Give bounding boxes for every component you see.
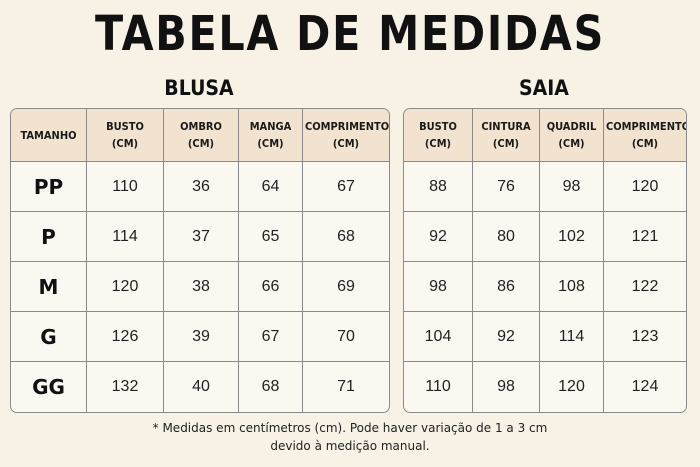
table-cell: 108 bbox=[540, 262, 604, 312]
table-row: GG 132 40 68 71 bbox=[11, 362, 389, 412]
table-cell: 68 bbox=[303, 212, 389, 262]
table-row: 98 86 108 122 bbox=[404, 262, 686, 312]
column-header-label: COMPRIMENTO bbox=[305, 120, 390, 133]
table-row: M 120 38 66 69 bbox=[11, 262, 389, 312]
table-cell: 65 bbox=[239, 212, 303, 262]
table-cell: 80 bbox=[473, 212, 540, 262]
column-header-label: COMPRIMENTO bbox=[606, 120, 687, 133]
table-row: G 126 39 67 70 bbox=[11, 312, 389, 362]
table-cell: 37 bbox=[164, 212, 239, 262]
page-title: TABELA DE MEDIDAS bbox=[94, 6, 606, 62]
table-cell: 39 bbox=[164, 312, 239, 362]
column-header-label: OMBRO bbox=[180, 120, 222, 133]
table-cell: 67 bbox=[239, 312, 303, 362]
column-header: MANGA (CM) bbox=[239, 109, 303, 162]
column-header: COMPRIMENTO (CM) bbox=[303, 109, 389, 162]
table-cell: 71 bbox=[337, 378, 355, 395]
table-cell: 114 bbox=[87, 212, 164, 262]
table-cell: 120 bbox=[540, 362, 604, 412]
table-cell: 69 bbox=[303, 262, 389, 312]
column-header-unit: (CM) bbox=[631, 137, 659, 150]
column-header-label: BUSTO bbox=[106, 120, 144, 133]
column-header-unit: (CM) bbox=[257, 137, 284, 150]
table-cell: 120 bbox=[604, 162, 686, 212]
size-label: M bbox=[11, 262, 87, 312]
table-row: P 114 37 65 68 bbox=[11, 212, 389, 262]
table-cell: 67 bbox=[303, 162, 389, 212]
size-label: P bbox=[11, 212, 87, 262]
table-cell: 102 bbox=[540, 212, 604, 262]
table-row: 88 76 98 120 bbox=[404, 162, 686, 212]
column-header: TAMANHO bbox=[11, 109, 87, 162]
table-cell: 110 bbox=[404, 362, 473, 412]
footnote: * Medidas em centímetros (cm). Pode have… bbox=[0, 419, 700, 455]
table-cell: 36 bbox=[164, 162, 239, 212]
table-row: 92 80 102 121 bbox=[404, 212, 686, 262]
column-header: COMPRIMENTO (CM) bbox=[604, 109, 686, 162]
column-header-unit: (CM) bbox=[187, 137, 215, 150]
saia-size-table: BUSTO (CM) CINTURA (CM) QUADRIL (CM) COMPRIMEN… bbox=[403, 108, 687, 413]
table-row: PP 110 36 64 67 bbox=[11, 162, 389, 212]
table-cell: 98 bbox=[473, 362, 540, 412]
table-cell: 88 bbox=[404, 162, 473, 212]
size-label: PP bbox=[11, 162, 87, 212]
table-cell: 123 bbox=[604, 312, 686, 362]
column-header-unit: (CM) bbox=[332, 137, 360, 150]
blusa-size-table: TAMANHO BUSTO (CM) OMBRO (CM) MANGA (CM) COMPRI… bbox=[10, 108, 390, 413]
table-cell: 64 bbox=[239, 162, 303, 212]
table-cell: 98 bbox=[404, 262, 473, 312]
size-label: GG bbox=[11, 362, 87, 412]
column-header: BUSTO (CM) bbox=[404, 109, 473, 162]
column-header-label: BUSTO bbox=[419, 120, 457, 133]
column-header-label: MANGA bbox=[249, 120, 292, 133]
table-cell: 121 bbox=[604, 212, 686, 262]
size-label: G bbox=[11, 312, 87, 362]
column-header: CINTURA (CM) bbox=[473, 109, 540, 162]
table-cell: 120 bbox=[87, 262, 164, 312]
table-cell: 86 bbox=[473, 262, 540, 312]
column-header: QUADRIL (CM) bbox=[540, 109, 604, 162]
column-header-unit: (CM) bbox=[558, 137, 585, 150]
table-cell: 132 bbox=[87, 362, 164, 412]
table-cell: 126 bbox=[87, 312, 164, 362]
column-header-label: QUADRIL bbox=[546, 120, 597, 133]
column-header-label: TAMANHO bbox=[20, 128, 77, 142]
footnote-line-2: devido à medição manual. bbox=[270, 439, 430, 453]
table-cell: 114 bbox=[540, 312, 604, 362]
column-header-unit: (CM) bbox=[111, 137, 139, 150]
table-row: 110 98 120 124 bbox=[404, 362, 686, 412]
table-cell: 40 bbox=[164, 362, 239, 412]
table-cell: 122 bbox=[604, 262, 686, 312]
column-header-unit: (CM) bbox=[424, 137, 452, 150]
table-cell: 66 bbox=[239, 262, 303, 312]
table-cell: 70 bbox=[303, 312, 389, 362]
table-cell: 68 bbox=[239, 362, 303, 412]
column-header-label: CINTURA bbox=[481, 120, 531, 133]
table-cell: 124 bbox=[631, 378, 659, 395]
table-cell: 92 bbox=[473, 312, 540, 362]
column-header-unit: (CM) bbox=[492, 137, 520, 150]
footnote-line-1: * Medidas em centímetros (cm). Pode have… bbox=[152, 421, 548, 435]
table-cell: 38 bbox=[164, 262, 239, 312]
column-header: BUSTO (CM) bbox=[87, 109, 164, 162]
table-cell: 98 bbox=[540, 162, 604, 212]
table-cell: 104 bbox=[404, 312, 473, 362]
table-cell: 92 bbox=[404, 212, 473, 262]
column-header: OMBRO (CM) bbox=[164, 109, 239, 162]
table-row: 104 92 114 123 bbox=[404, 312, 686, 362]
blusa-section-title: BLUSA bbox=[164, 76, 234, 100]
table-cell: 110 bbox=[87, 162, 164, 212]
saia-section-title: SAIA bbox=[519, 76, 569, 100]
table-cell: 76 bbox=[473, 162, 540, 212]
